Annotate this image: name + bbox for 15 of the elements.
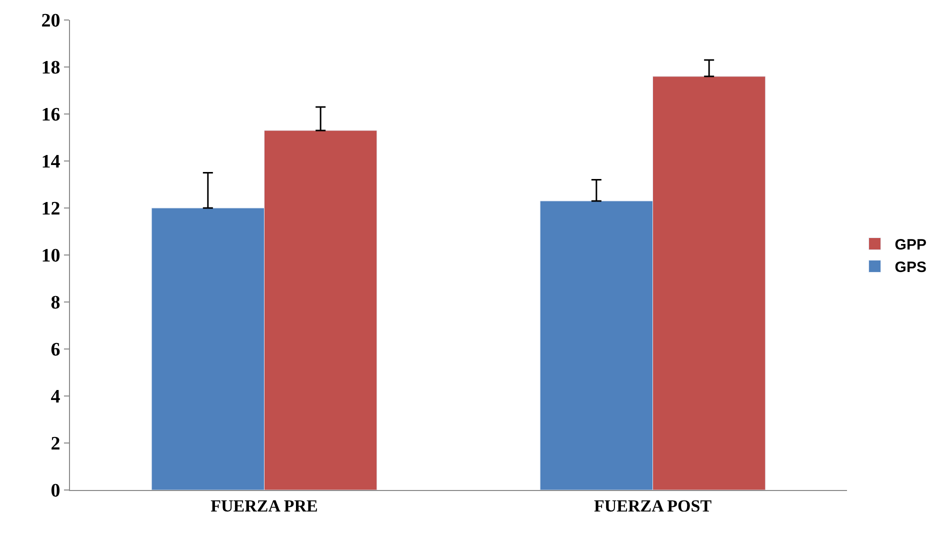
legend-label: GPS <box>894 259 926 276</box>
y-tick-label: 16 <box>41 104 60 126</box>
y-tick-label: 20 <box>41 10 60 32</box>
y-tick-label: 2 <box>50 434 60 455</box>
y-tick-label: 10 <box>41 246 60 267</box>
y-tick-label: 4 <box>50 386 61 408</box>
y-tick-label: 8 <box>50 292 60 314</box>
y-tick-label: 12 <box>41 198 60 220</box>
x-tick-label: FUERZA POST <box>594 496 712 516</box>
y-tick-label: 6 <box>50 340 60 361</box>
legend-label: GPP <box>894 236 926 254</box>
x-tick-label: FUERZA PRE <box>210 496 318 516</box>
y-tick-label: 0 <box>50 480 60 502</box>
y-tick-label: 18 <box>41 58 60 79</box>
y-tick-label: 14 <box>41 152 61 173</box>
